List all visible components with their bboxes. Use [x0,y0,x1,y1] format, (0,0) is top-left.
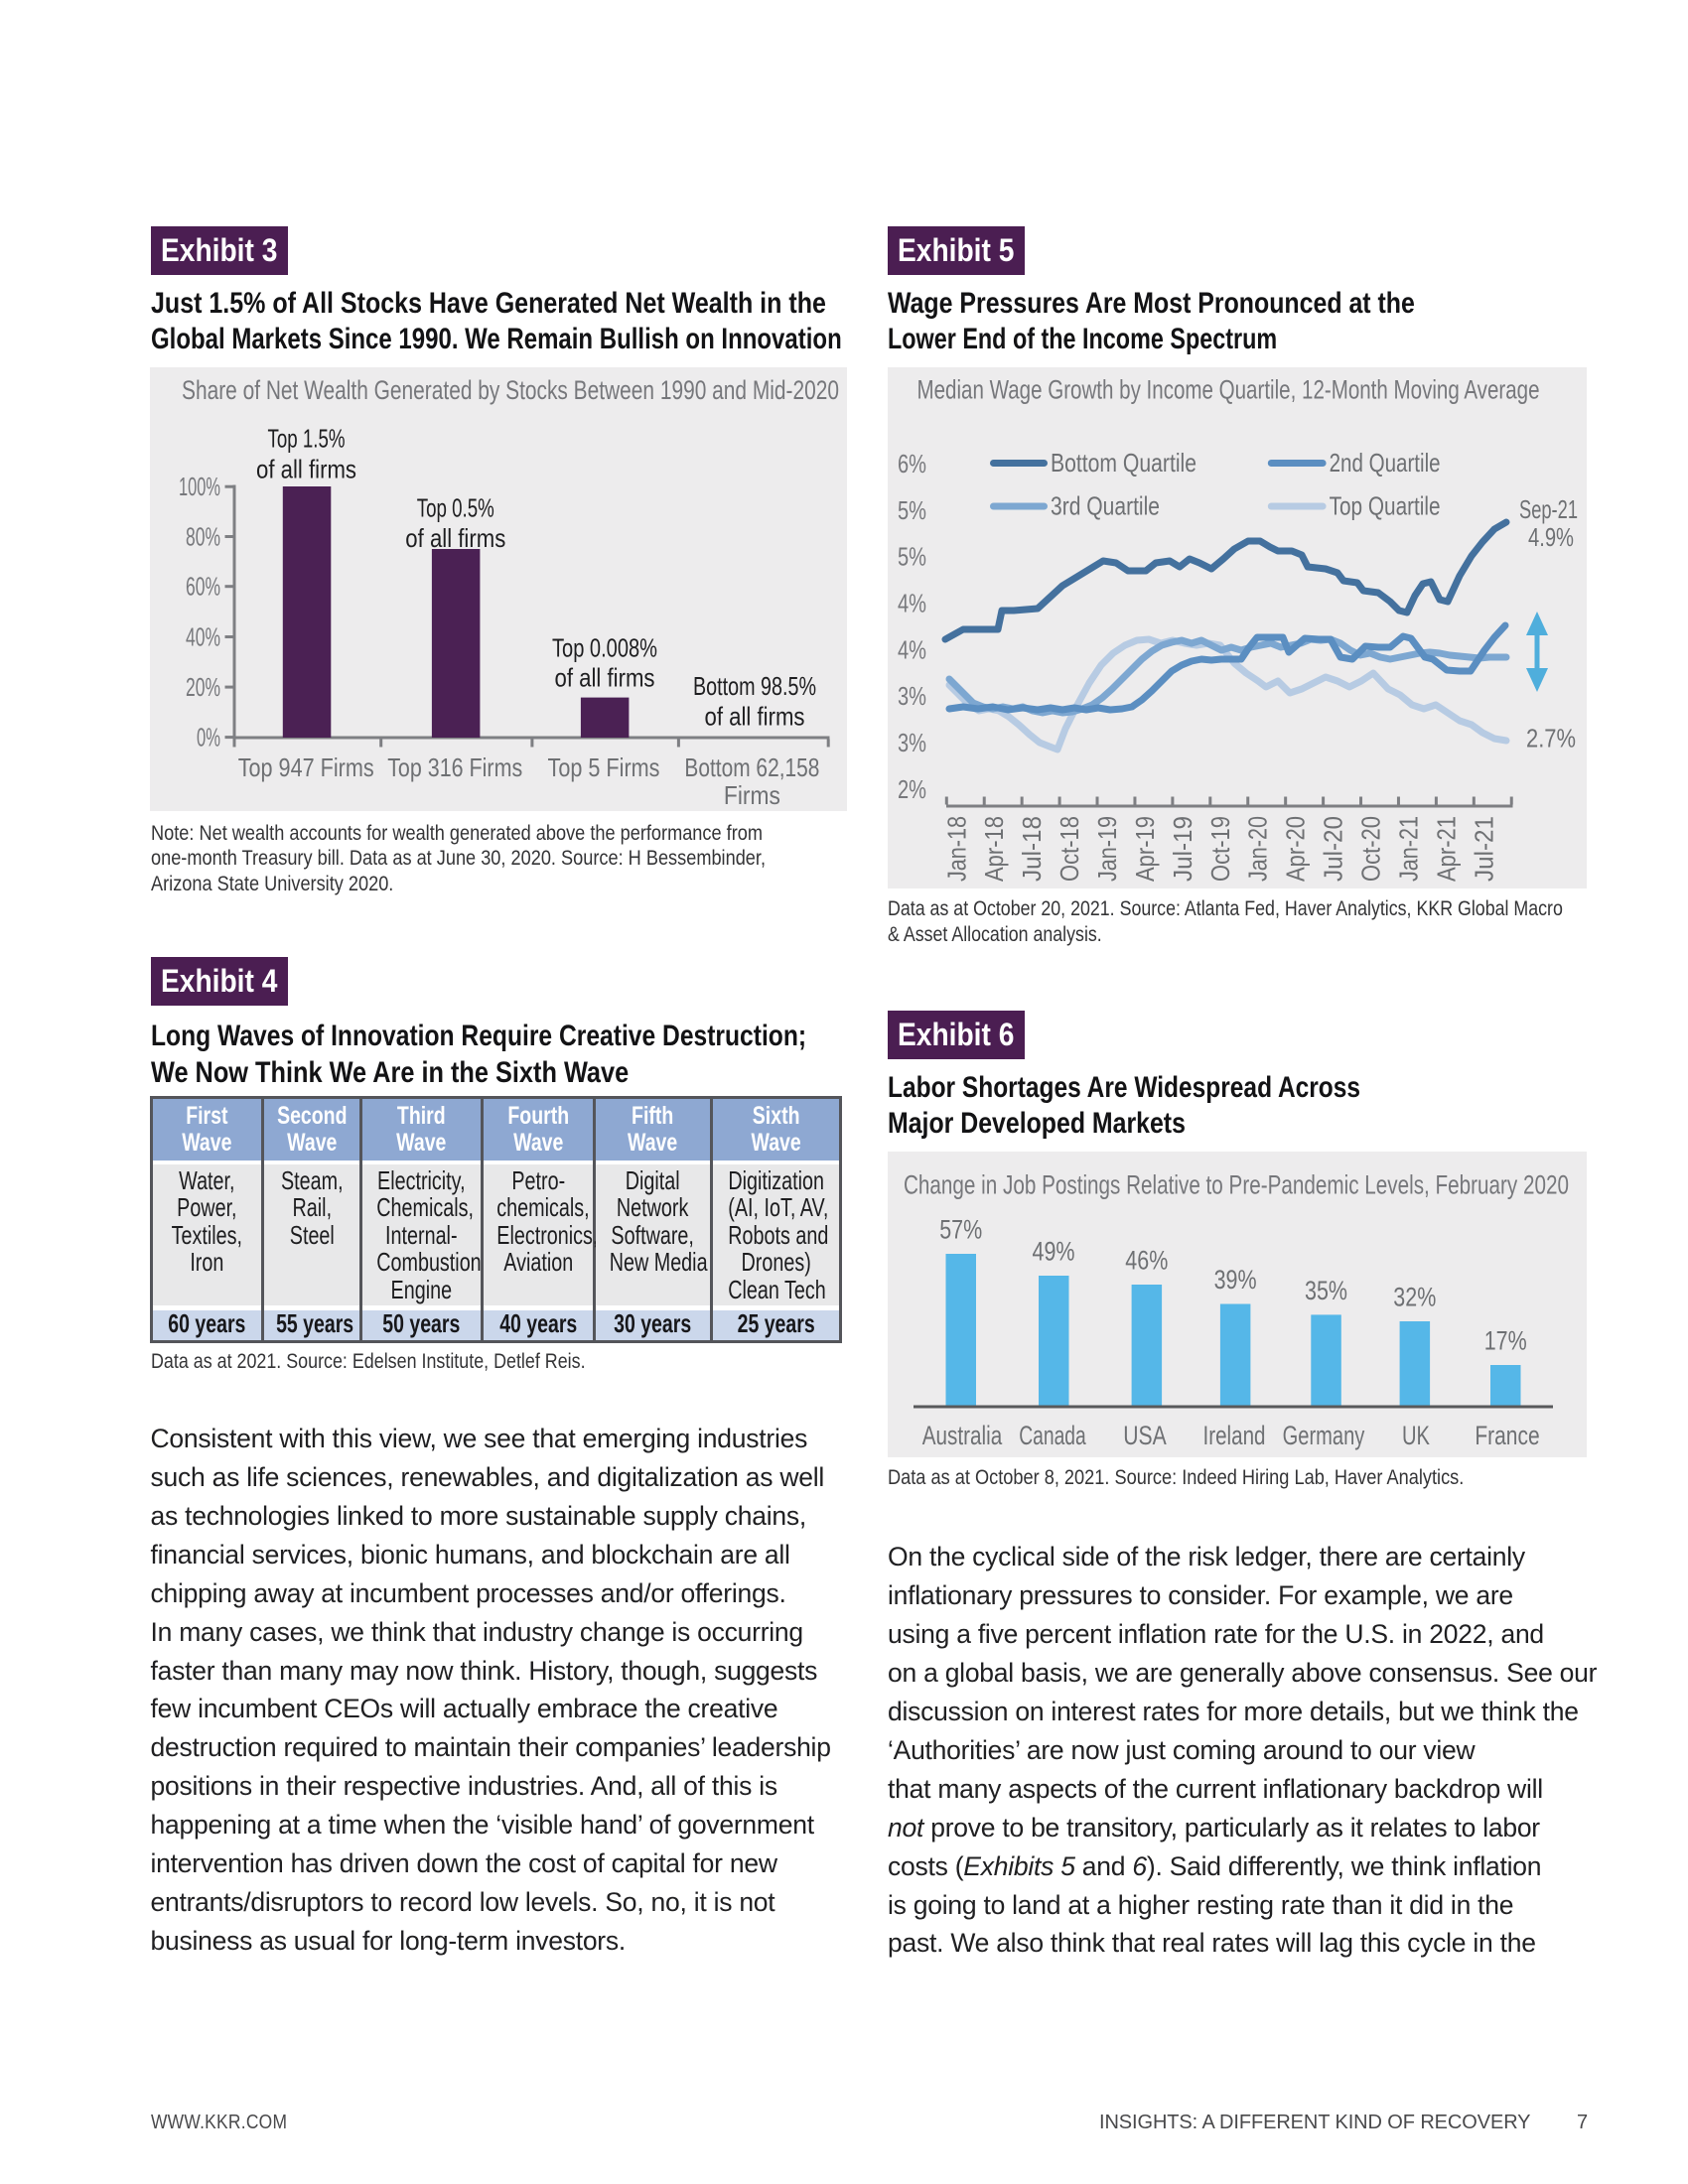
svg-text:Top 316 Firms: Top 316 Firms [387,752,522,782]
svg-text:60%: 60% [186,572,220,602]
svg-text:Top 1.5%: Top 1.5% [268,424,346,454]
svg-text:of all firms: of all firms [405,523,505,553]
svg-text:3%: 3% [898,681,926,711]
svg-text:Canada: Canada [1019,1421,1086,1450]
svg-text:Germany: Germany [1283,1421,1365,1450]
svg-text:Top 0.008%: Top 0.008% [552,632,657,662]
svg-text:0%: 0% [197,723,220,752]
svg-text:20%: 20% [186,672,220,702]
svg-text:40%: 40% [186,621,220,651]
svg-text:Change in Job Postings Relativ: Change in Job Postings Relative to Pre-P… [904,1170,1569,1200]
svg-text:3rd Quartile: 3rd Quartile [1051,490,1160,520]
svg-text:Top 5 Firms: Top 5 Firms [548,752,660,782]
svg-text:39%: 39% [1214,1265,1257,1295]
svg-text:2%: 2% [898,774,926,804]
svg-text:80%: 80% [186,521,220,551]
svg-text:of all firms: of all firms [256,455,356,484]
svg-text:Jan-20: Jan-20 [1243,816,1273,882]
svg-text:5%: 5% [898,542,926,572]
svg-text:Apr-21: Apr-21 [1431,816,1461,882]
svg-text:Jul-21: Jul-21 [1469,816,1498,882]
svg-text:Ireland: Ireland [1203,1421,1266,1450]
svg-text:Oct-18: Oct-18 [1055,816,1084,882]
svg-text:of all firms: of all firms [555,663,655,693]
svg-text:Jul-19: Jul-19 [1168,816,1197,882]
svg-text:3%: 3% [898,728,926,757]
svg-text:Jan-19: Jan-19 [1092,816,1122,882]
svg-text:Jul-20: Jul-20 [1319,816,1348,882]
svg-text:Jul-18: Jul-18 [1017,816,1047,882]
svg-text:Apr-20: Apr-20 [1281,816,1311,882]
svg-text:Firms: Firms [724,780,780,810]
svg-text:Top 0.5%: Top 0.5% [417,493,494,523]
svg-text:57%: 57% [939,1215,982,1245]
svg-text:Bottom 98.5%: Bottom 98.5% [693,671,816,701]
svg-text:32%: 32% [1393,1283,1436,1312]
svg-text:Share of Net Wealth Generated: Share of Net Wealth Generated by Stocks … [182,375,839,405]
svg-text:Top 947 Firms: Top 947 Firms [238,752,374,782]
svg-text:100%: 100% [179,472,220,501]
svg-text:49%: 49% [1033,1237,1075,1267]
svg-text:17%: 17% [1484,1326,1527,1356]
svg-text:2nd Quartile: 2nd Quartile [1330,448,1441,478]
svg-text:UK: UK [1402,1421,1430,1450]
svg-text:35%: 35% [1305,1276,1347,1305]
svg-text:Jan-21: Jan-21 [1393,816,1423,882]
svg-text:Apr-18: Apr-18 [979,816,1009,882]
svg-text:Jan-18: Jan-18 [941,816,971,882]
svg-text:Oct-19: Oct-19 [1205,816,1235,882]
svg-text:4.9%: 4.9% [1528,522,1574,552]
svg-text:Bottom Quartile: Bottom Quartile [1051,448,1196,478]
svg-text:5%: 5% [898,495,926,525]
svg-text:4%: 4% [898,634,926,664]
svg-text:2.7%: 2.7% [1526,724,1576,753]
svg-text:Median Wage Growth by Income Q: Median Wage Growth by Income Quartile, 1… [917,374,1540,404]
svg-text:Bottom 62,158: Bottom 62,158 [684,752,819,782]
svg-text:Oct-20: Oct-20 [1356,816,1386,882]
svg-text:USA: USA [1123,1421,1167,1450]
svg-text:of all firms: of all firms [705,702,805,732]
svg-text:Sep-21: Sep-21 [1519,494,1578,524]
svg-text:6%: 6% [898,449,926,478]
svg-text:France: France [1475,1421,1539,1450]
svg-text:Top Quartile: Top Quartile [1330,490,1441,520]
svg-text:46%: 46% [1125,1246,1168,1276]
svg-text:4%: 4% [898,588,926,617]
svg-text:Apr-19: Apr-19 [1130,816,1160,882]
svg-text:Australia: Australia [922,1421,1003,1450]
